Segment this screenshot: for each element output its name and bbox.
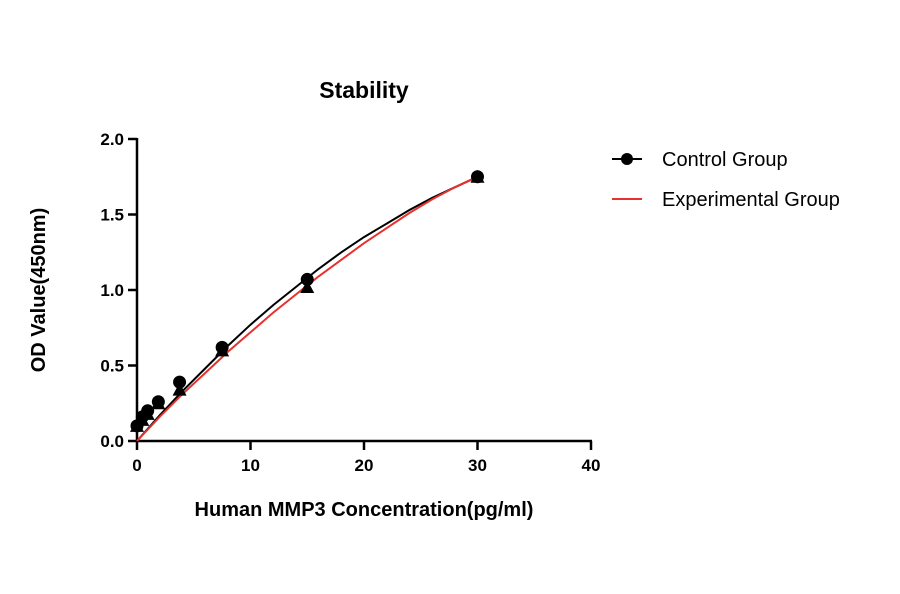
legend-control-label: Control Group (662, 149, 788, 171)
legend-experimental-label: Experimental Group (662, 189, 840, 211)
x-axis-label: Human MMP3 Concentration(pg/ml) (195, 499, 534, 521)
legend: Control Group Experimental Group (612, 149, 840, 211)
control-point (300, 272, 314, 286)
y-tick-label: 1.0 (100, 281, 124, 300)
control-point (471, 170, 484, 184)
marks (130, 169, 485, 442)
x-tick-label: 30 (468, 456, 487, 475)
y-tick-label: 1.5 (100, 206, 124, 225)
fit-curve-control (136, 175, 478, 442)
experimental-point (172, 382, 187, 396)
y-axis-label: OD Value(450nm) (28, 208, 50, 373)
axes: 0 10 20 30 40 0.0 0.5 1.0 1.5 2.0 (100, 130, 600, 475)
experimental-point (300, 279, 315, 293)
control-point (173, 375, 187, 389)
x-tick-label: 20 (355, 456, 374, 475)
y-tick-label: 0.5 (100, 357, 124, 376)
legend-control-marker (621, 153, 633, 165)
y-tick-label: 2.0 (100, 130, 124, 149)
x-tick-label: 10 (241, 456, 260, 475)
control-point (215, 340, 229, 354)
y-tick-label: 0.0 (100, 432, 124, 451)
x-tick-label: 0 (132, 456, 141, 475)
control-point (141, 404, 155, 418)
fit-curve-experimental (136, 175, 478, 442)
chart-title: Stability (319, 77, 409, 103)
control-point (151, 395, 165, 409)
x-tick-label: 40 (582, 456, 601, 475)
